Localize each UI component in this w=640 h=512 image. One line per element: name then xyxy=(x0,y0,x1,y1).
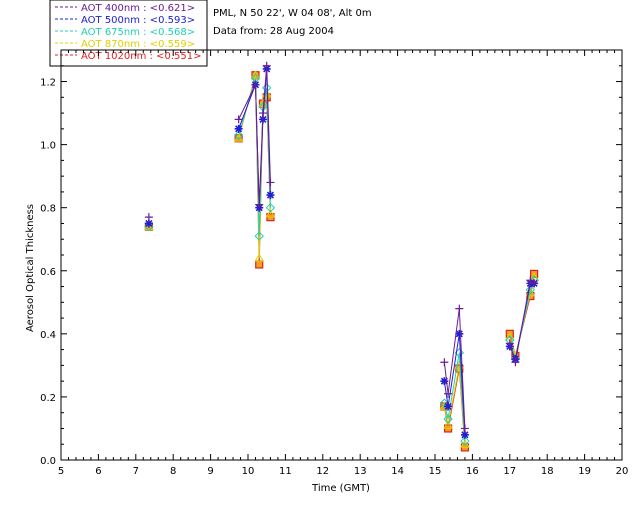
data-point xyxy=(251,80,260,89)
data-point xyxy=(234,115,243,124)
data-point xyxy=(234,124,243,133)
series-4 xyxy=(144,71,539,452)
x-tick-label: 6 xyxy=(95,466,101,477)
data-point xyxy=(511,358,520,367)
legend-entry: AOT 870nm : <0.559> xyxy=(81,39,195,50)
x-tick-label: 17 xyxy=(503,466,516,477)
series-line xyxy=(238,75,535,445)
data-point xyxy=(443,414,453,424)
data-point xyxy=(440,358,449,367)
y-tick-label: 1.2 xyxy=(40,78,56,89)
x-tick-label: 7 xyxy=(133,466,139,477)
y-tick-label: 0.8 xyxy=(40,204,56,215)
chart-subtitle: Data from: 28 Aug 2004 xyxy=(213,26,334,37)
y-axis-label: Aerosol Optical Thickness xyxy=(25,204,36,332)
data-point xyxy=(233,130,244,140)
x-tick-label: 15 xyxy=(429,466,442,477)
data-point xyxy=(258,109,267,118)
series-group xyxy=(144,61,539,452)
y-axis: 0.0 0.2 0.4 0.6 0.8 1.0 1.2 xyxy=(40,49,622,467)
data-point xyxy=(250,70,261,79)
data-point xyxy=(455,329,464,338)
legend-entry: AOT 675nm : <0.568> xyxy=(81,27,195,38)
x-tick-label: 16 xyxy=(466,466,479,477)
data-point xyxy=(444,402,453,411)
series-line xyxy=(238,65,535,429)
data-point xyxy=(254,231,264,241)
y-tick-label: 0.2 xyxy=(40,393,56,404)
x-tick-label: 9 xyxy=(207,466,213,477)
data-point xyxy=(460,424,469,433)
data-point xyxy=(443,420,453,429)
x-axis-label: Time (GMT) xyxy=(311,483,370,494)
x-tick-label: 5 xyxy=(58,466,64,477)
x-axis: 5 6 7 8 9 10 11 12 13 14 15 16 17 18 19 20 xyxy=(58,50,629,477)
legend-entry: AOT 1020nm : <0.551> xyxy=(81,51,201,62)
data-point xyxy=(255,200,264,209)
series-0 xyxy=(144,61,539,433)
x-tick-label: 19 xyxy=(578,466,591,477)
series-3 xyxy=(144,70,539,448)
x-tick-label: 20 xyxy=(616,466,629,477)
data-point xyxy=(261,83,272,93)
y-tick-label: 1.0 xyxy=(40,141,56,152)
plot-area xyxy=(60,49,623,461)
series-2 xyxy=(144,73,539,446)
data-point xyxy=(525,284,536,295)
data-point xyxy=(460,436,470,446)
series-1 xyxy=(144,64,539,439)
y-tick-label: 0.4 xyxy=(40,330,56,341)
data-point xyxy=(255,260,264,269)
x-tick-label: 12 xyxy=(316,466,329,477)
chart-title: PML, N 50 22', W 04 08', Alt 0m xyxy=(213,8,372,19)
x-tick-label: 14 xyxy=(391,466,404,477)
x-tick-label: 13 xyxy=(354,466,367,477)
data-point xyxy=(505,339,514,348)
series-line xyxy=(238,68,535,435)
x-tick-label: 18 xyxy=(541,466,554,477)
data-point xyxy=(144,219,153,228)
data-point xyxy=(265,208,276,218)
data-point xyxy=(455,304,464,313)
x-tick-label: 11 xyxy=(279,466,292,477)
data-point xyxy=(440,377,449,386)
legend-entry: AOT 400nm : <0.621> xyxy=(81,3,195,14)
y-tick-label: 0.0 xyxy=(40,456,56,467)
series-line xyxy=(238,78,535,442)
data-point xyxy=(265,202,276,213)
data-point xyxy=(530,279,539,288)
x-tick-label: 10 xyxy=(242,466,255,477)
data-point xyxy=(460,430,469,439)
data-point xyxy=(266,191,275,200)
data-point xyxy=(254,253,265,262)
data-point xyxy=(262,61,271,70)
y-tick-label: 0.6 xyxy=(40,267,56,278)
x-tick-label: 8 xyxy=(170,466,176,477)
legend-entry: AOT 500nm : <0.593> xyxy=(81,15,195,26)
data-point xyxy=(144,213,153,222)
series-line xyxy=(238,75,535,448)
legend: AOT 400nm : <0.621>AOT 500nm : <0.593>AO… xyxy=(49,0,208,67)
data-point xyxy=(444,389,453,398)
data-point xyxy=(266,178,275,187)
